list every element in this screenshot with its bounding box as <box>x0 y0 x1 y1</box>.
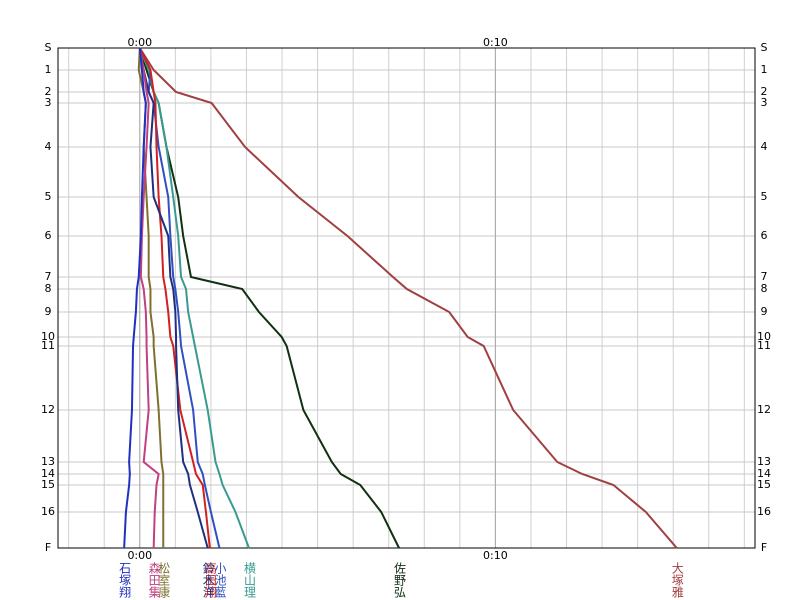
control-label: 6 <box>761 229 768 242</box>
control-label: 16 <box>757 505 771 518</box>
split-line <box>137 47 165 548</box>
control-label: 8 <box>761 282 768 295</box>
x-tick-label: 0:00 <box>127 549 152 562</box>
control-label: S <box>45 41 52 54</box>
control-label: 2 <box>761 85 768 98</box>
control-label: 3 <box>761 96 768 109</box>
control-label: 7 <box>45 270 52 283</box>
control-label: 5 <box>45 190 52 203</box>
control-label: 13 <box>41 455 55 468</box>
control-label: 9 <box>761 305 768 318</box>
split-line <box>138 47 678 549</box>
runner-name: 鈴木洋 <box>201 561 215 598</box>
control-label: 8 <box>45 282 52 295</box>
control-label: 6 <box>45 229 52 242</box>
control-label: 11 <box>41 339 55 352</box>
control-label: 7 <box>761 270 768 283</box>
control-label: 10 <box>41 330 55 343</box>
split-line <box>123 47 147 549</box>
control-label: 1 <box>761 63 768 76</box>
control-label: 4 <box>761 140 768 153</box>
runner-name: 横山理 <box>242 562 256 598</box>
runner-name: 大塚雅 <box>670 562 684 598</box>
plot-frame <box>57 47 756 549</box>
control-label: 2 <box>45 85 52 98</box>
control-label: 15 <box>41 478 55 491</box>
runner-name: 松室康 <box>157 562 171 598</box>
runner-name: 石塚翔 <box>118 562 132 599</box>
control-label: 3 <box>45 96 52 109</box>
control-label: 11 <box>757 339 771 352</box>
control-label: 16 <box>41 505 55 518</box>
control-label: 1 <box>45 63 52 76</box>
control-label: 4 <box>45 140 52 153</box>
control-label: 9 <box>45 305 52 318</box>
control-label: F <box>45 541 51 554</box>
runner-name: 高田翔 <box>203 561 217 599</box>
control-label: S <box>761 41 768 54</box>
control-label: 10 <box>757 330 771 343</box>
control-label: 5 <box>761 190 768 203</box>
split-line <box>138 47 211 549</box>
control-label: 13 <box>757 455 771 468</box>
control-label: F <box>761 541 767 554</box>
split-line <box>138 47 400 549</box>
x-tick-label: 0:10 <box>483 549 508 562</box>
runner-name: 小池藍 <box>213 562 227 598</box>
control-label: 14 <box>757 467 771 480</box>
split-line <box>138 47 160 549</box>
x-tick-label: 0:10 <box>483 36 508 49</box>
split-line <box>138 47 250 549</box>
control-label: 15 <box>757 478 771 491</box>
runner-name: 佐野弘 <box>393 562 407 598</box>
control-label: 12 <box>41 403 55 416</box>
x-tick-label: 0:00 <box>127 36 152 49</box>
control-label: 12 <box>757 403 771 416</box>
control-label: 14 <box>41 467 55 480</box>
runner-name: 森田集 <box>147 561 161 598</box>
split-line <box>138 47 209 549</box>
